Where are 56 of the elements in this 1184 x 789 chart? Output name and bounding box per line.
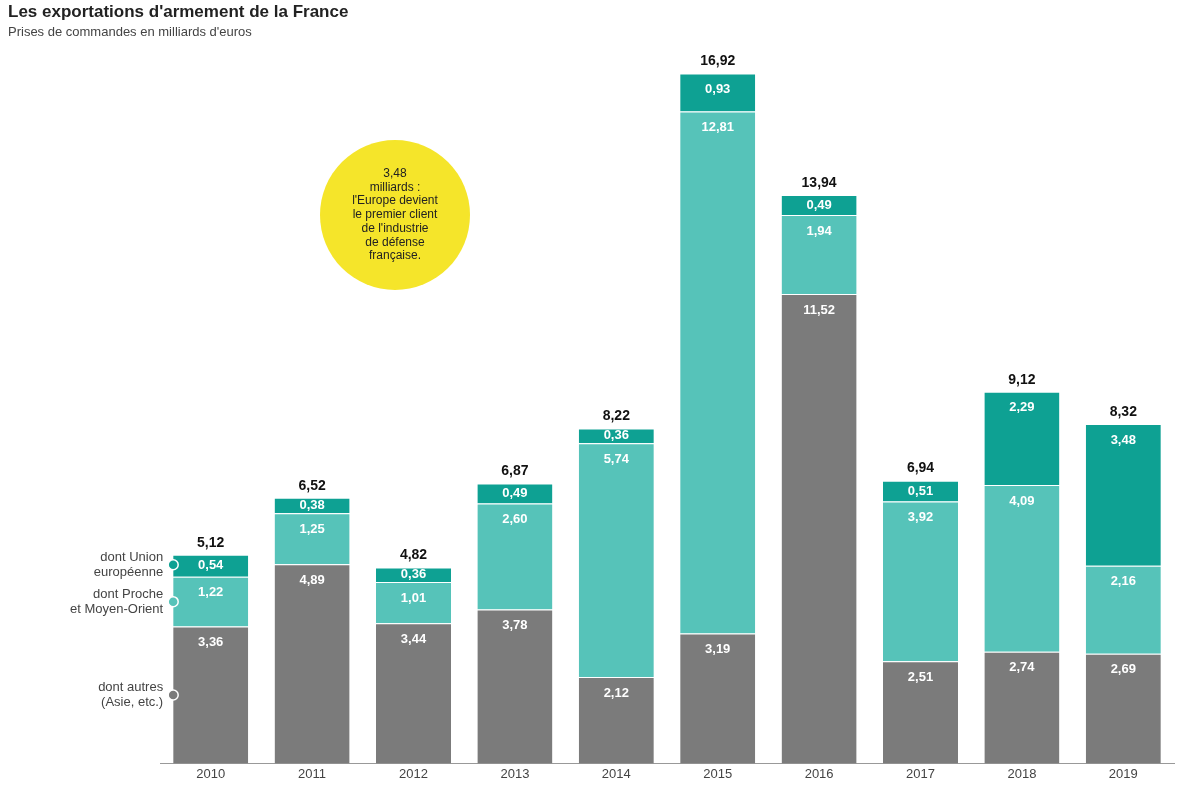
x-tick-label: 2015 xyxy=(703,765,733,781)
data-label: 4,89 xyxy=(299,571,325,587)
total-label: 4,82 xyxy=(399,546,428,563)
x-tick-label: 2011 xyxy=(298,765,327,781)
x-tick-label: 2017 xyxy=(906,765,935,781)
chart-title: Les exportations d'armement de la France xyxy=(8,2,349,22)
data-label: 0,51 xyxy=(907,482,934,498)
total-label: 6,87 xyxy=(501,462,529,479)
data-label: 1,01 xyxy=(400,589,427,605)
x-tick-label: 2016 xyxy=(804,765,834,781)
data-label: 2,16 xyxy=(1110,573,1136,589)
data-label: 1,94 xyxy=(806,222,833,238)
x-tick-label: 2013 xyxy=(500,765,530,781)
data-label: 2,12 xyxy=(603,684,629,700)
total-label: 6,94 xyxy=(906,459,935,476)
data-label: 5,74 xyxy=(603,450,630,466)
data-label: 3,44 xyxy=(400,630,427,646)
data-label: 0,54 xyxy=(198,557,225,573)
chart-subtitle: Prises de commandes en milliards d'euros xyxy=(8,24,252,39)
data-label: 0,36 xyxy=(603,427,629,443)
total-label: 6,52 xyxy=(298,476,326,493)
x-tick-label: 2018 xyxy=(1007,765,1037,781)
x-tick-label: 2019 xyxy=(1108,765,1138,781)
data-label: 0,49 xyxy=(502,485,528,501)
x-tick-label: 2010 xyxy=(196,765,226,781)
data-label: 2,29 xyxy=(1009,399,1035,415)
data-label: 2,51 xyxy=(907,668,934,684)
data-label: 0,38 xyxy=(299,497,325,513)
data-label: 1,25 xyxy=(299,520,325,536)
data-label: 2,74 xyxy=(1009,659,1036,675)
callout-circle: 3,48 milliards : l'Europe devient le premier client de l'industrie de défense française. xyxy=(320,140,470,290)
data-label: 12,81 xyxy=(701,119,734,135)
data-label: 3,19 xyxy=(705,641,731,656)
data-label: 0,49 xyxy=(806,196,832,212)
data-label: 1,22 xyxy=(198,584,224,600)
x-tick-label: 2014 xyxy=(601,765,631,781)
data-label: 3,92 xyxy=(907,508,934,524)
total-label: 8,22 xyxy=(602,407,631,424)
total-label: 9,12 xyxy=(1008,370,1036,387)
data-label: 3,78 xyxy=(502,616,528,632)
x-tick-label: 2012 xyxy=(399,765,428,781)
legend-label: dont Proche et Moyen-Orient xyxy=(69,585,164,616)
legend-label: dont Union européenne xyxy=(93,548,164,579)
data-label: 4,09 xyxy=(1009,492,1035,508)
total-label: 13,94 xyxy=(801,173,837,190)
data-label: 2,69 xyxy=(1110,661,1136,677)
data-label: 0,93 xyxy=(705,81,731,97)
data-label: 3,36 xyxy=(198,634,224,650)
total-label: 5,12 xyxy=(197,533,225,550)
total-label: 16,92 xyxy=(700,52,736,69)
total-label: 8,32 xyxy=(1109,402,1138,419)
data-label: 2,60 xyxy=(502,511,528,527)
legend-label: dont autres (Asie, etc.) xyxy=(98,679,164,710)
data-label: 11,52 xyxy=(803,301,836,317)
data-label: 0,36 xyxy=(400,566,427,582)
data-label: 3,48 xyxy=(1110,431,1136,447)
